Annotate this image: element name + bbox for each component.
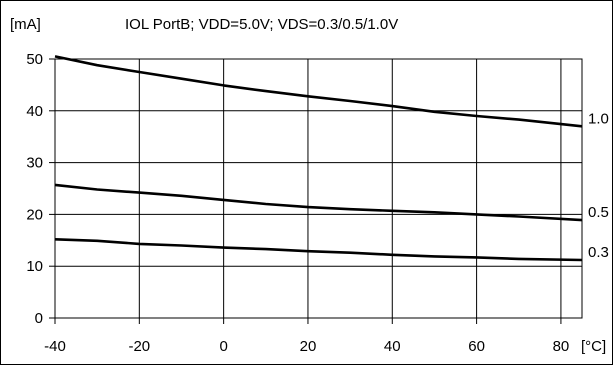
axis-ticks: -40 -20 0 20 40 60 80 0 10 20 30 40 50 [26,51,569,355]
series-line-0.3 [54,238,583,262]
y-tick-label: 40 [26,103,43,120]
x-tick-label: 20 [300,338,317,355]
x-tick-label: 0 [219,338,227,355]
y-tick-label: 30 [26,155,43,172]
y-tick-label: 20 [26,206,43,223]
series-lines [54,55,583,262]
x-axis-label: [°C] [581,338,606,355]
series-label-0.5: 0.5 [588,204,609,221]
grid [55,59,582,318]
x-tick-label: 40 [384,338,401,355]
x-tick-label: -20 [128,338,150,355]
series-line-1.0 [54,55,583,128]
chart-title: IOL PortB; VDD=5.0V; VDS=0.3/0.5/1.0V [125,16,398,33]
x-tick-label: -40 [44,338,66,355]
y-axis-label: [mA] [10,16,41,33]
y-tick-label: 50 [26,51,43,68]
y-tick-label: 10 [26,258,43,275]
x-tick-label: 60 [468,338,485,355]
x-tick-label: 80 [553,338,570,355]
y-tick-label: 0 [35,310,43,327]
series-labels: 1.0 0.5 0.3 [588,110,609,261]
series-line-0.5 [54,183,583,222]
plot-area [54,58,583,319]
series-label-0.3: 0.3 [588,244,609,261]
series-label-1.0: 1.0 [588,110,609,127]
